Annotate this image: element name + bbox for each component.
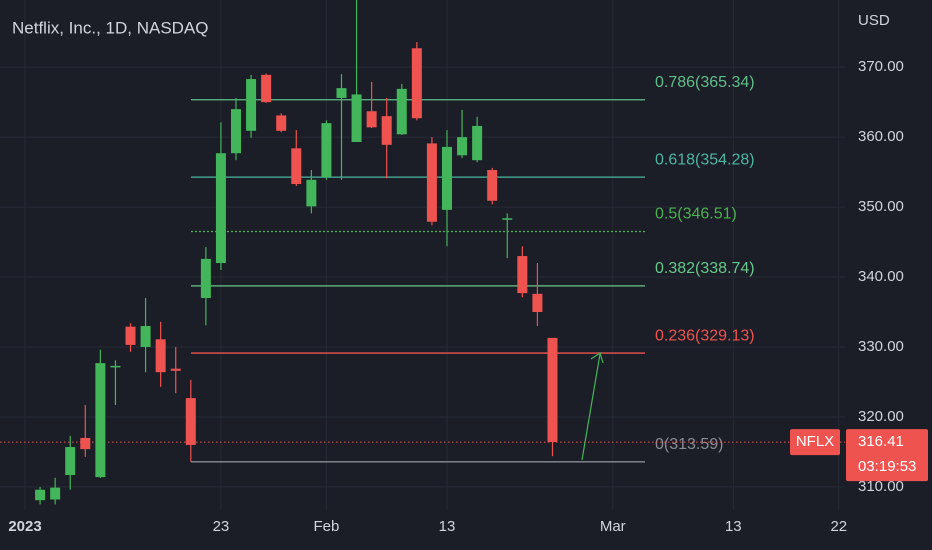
candle-body bbox=[547, 337, 558, 443]
candle-body bbox=[261, 74, 272, 103]
x-tick-label: 2023 bbox=[8, 518, 41, 535]
candle-body bbox=[200, 258, 211, 299]
y-tick-label: 320.00 bbox=[858, 408, 904, 425]
candle-body bbox=[35, 489, 46, 501]
candle-body bbox=[125, 326, 136, 345]
y-tick-label: 340.00 bbox=[858, 268, 904, 285]
fib-level-label: 0.236(329.13) bbox=[655, 327, 755, 344]
fib-level-label: 0.382(338.74) bbox=[655, 260, 755, 277]
candle-body bbox=[80, 437, 91, 450]
candle-body bbox=[306, 179, 317, 207]
candle-body bbox=[396, 88, 407, 135]
candle-body bbox=[457, 137, 468, 156]
candle-body bbox=[336, 88, 347, 98]
candle-body bbox=[411, 48, 422, 119]
grid bbox=[0, 0, 845, 510]
candle-body bbox=[231, 109, 242, 154]
candle-body bbox=[532, 293, 543, 313]
x-tick-label: 23 bbox=[213, 518, 230, 535]
y-tick-label: 310.00 bbox=[858, 478, 904, 495]
plot-area: 0.786(365.34) 0.618(354.28) 0.5(346.51) 0.3… bbox=[0, 0, 845, 505]
candle-body bbox=[140, 326, 151, 347]
x-tick-label: 13 bbox=[439, 518, 456, 535]
candle-body bbox=[366, 111, 377, 128]
candle-body bbox=[110, 365, 121, 368]
y-tick-label: 370.00 bbox=[858, 58, 904, 75]
x-tick-label: Feb bbox=[313, 518, 339, 535]
candle-body bbox=[502, 218, 513, 220]
candle-body bbox=[155, 339, 166, 373]
candle-body bbox=[246, 79, 257, 131]
candle-body bbox=[472, 125, 483, 161]
candle-body bbox=[276, 115, 287, 131]
candle-body bbox=[291, 148, 302, 184]
price-badge bbox=[846, 429, 928, 482]
candle-body bbox=[215, 153, 226, 264]
fib-level-label: 0(313.59) bbox=[655, 436, 724, 453]
x-tick-label: 13 bbox=[725, 518, 742, 535]
arrow-head bbox=[590, 352, 604, 364]
symbol-badge bbox=[790, 429, 840, 456]
candle-body bbox=[50, 487, 61, 500]
candle-body bbox=[321, 123, 332, 177]
currency-label: USD bbox=[858, 12, 890, 29]
candle-body bbox=[517, 256, 528, 294]
chart-title: Netflix, Inc., 1D, NASDAQ bbox=[12, 18, 209, 37]
candle-body bbox=[351, 94, 362, 143]
candle-body bbox=[185, 398, 196, 445]
candle-body bbox=[381, 116, 392, 145]
y-tick-label: 360.00 bbox=[858, 128, 904, 145]
fib-level-label: 0.5(346.51) bbox=[655, 206, 737, 223]
y-tick-label: 330.00 bbox=[858, 338, 904, 355]
last-price-label: 316.41 bbox=[858, 433, 904, 450]
symbol-label: NFLX bbox=[796, 433, 834, 450]
trend-arrow bbox=[581, 353, 601, 461]
candle-body bbox=[95, 363, 106, 478]
candle-body bbox=[426, 143, 437, 222]
candle-body bbox=[487, 170, 498, 201]
y-tick-label: 350.00 bbox=[858, 198, 904, 215]
candle-body bbox=[441, 146, 452, 210]
x-tick-label: 22 bbox=[830, 518, 847, 535]
candle-body bbox=[65, 447, 76, 476]
fib-level-label: 0.786(365.34) bbox=[655, 74, 755, 91]
fib-level-label: 0.618(354.28) bbox=[655, 151, 755, 168]
countdown-label: 03:19:53 bbox=[858, 458, 916, 475]
axes: 310.00 320.00 330.00 340.00 350.00 360.00 370.… bbox=[8, 58, 928, 535]
x-tick-label: Mar bbox=[600, 518, 626, 535]
candle-body bbox=[170, 368, 181, 371]
